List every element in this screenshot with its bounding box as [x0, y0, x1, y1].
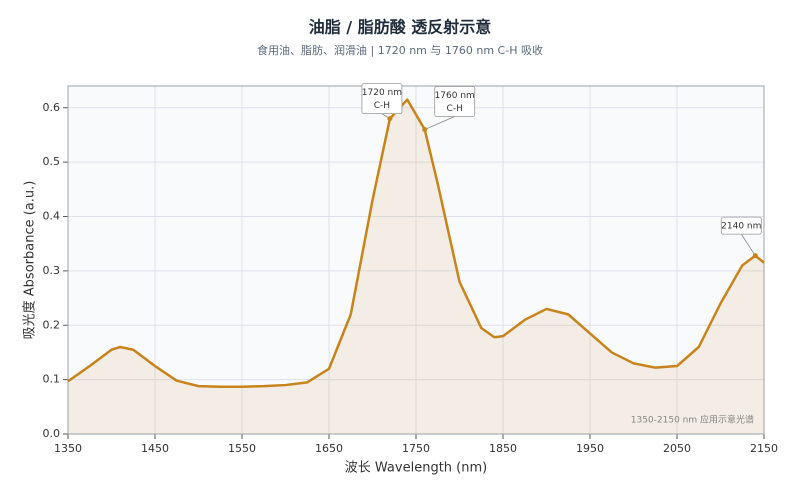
annotation-box — [434, 86, 476, 117]
annotation-leader — [740, 233, 756, 256]
y-tick-label: 0.0 — [43, 427, 61, 440]
y-tick-label: 0.1 — [43, 373, 61, 386]
annotation-leader — [424, 116, 455, 130]
x-tick-label: 1450 — [141, 442, 169, 455]
annotation-text: 1760 nm — [435, 91, 475, 101]
y-tick-label: 0.4 — [43, 210, 61, 223]
x-tick-label: 2150 — [750, 442, 778, 455]
y-axis-label: 吸光度 Absorbance (a.u.) — [22, 181, 38, 340]
x-tick-label: 1650 — [315, 442, 343, 455]
x-tick-label: 1750 — [402, 442, 430, 455]
footnote: 1350-2150 nm 应用示意光谱 — [631, 414, 754, 426]
annotation-box — [720, 216, 762, 235]
x-tick-label: 2050 — [663, 442, 691, 455]
annotation-text: C-H — [374, 101, 390, 111]
annotation-point — [752, 253, 758, 259]
y-tick-label: 0.3 — [43, 264, 61, 277]
annotation-text: C-H — [447, 104, 463, 114]
y-tick-label: 0.6 — [43, 101, 61, 114]
chart-subtitle: 食用油、脂肪、润滑油 | 1720 nm 与 1760 nm C-H 吸收 — [257, 43, 543, 57]
annotation-box — [361, 83, 403, 115]
annotation-text: 1720 nm — [362, 88, 402, 98]
annotation-point — [422, 127, 428, 132]
x-tick-label: 1350 — [54, 442, 82, 455]
area — [68, 99, 764, 434]
x-tick-label: 1950 — [576, 442, 604, 455]
y-tick-label: 0.2 — [43, 318, 61, 331]
y-tick-label: 0.5 — [43, 155, 61, 168]
plot-frame — [67, 85, 765, 435]
x-tick-label: 1850 — [489, 442, 517, 455]
annotation-text: 2140 nm — [721, 222, 761, 232]
x-tick-label: 1550 — [228, 442, 256, 455]
annotation-point — [387, 116, 393, 122]
chart-title: 油脂 / 脂肪酸 透反射示意 — [309, 18, 492, 37]
x-axis-label: 波长 Wavelength (nm) — [345, 461, 487, 476]
